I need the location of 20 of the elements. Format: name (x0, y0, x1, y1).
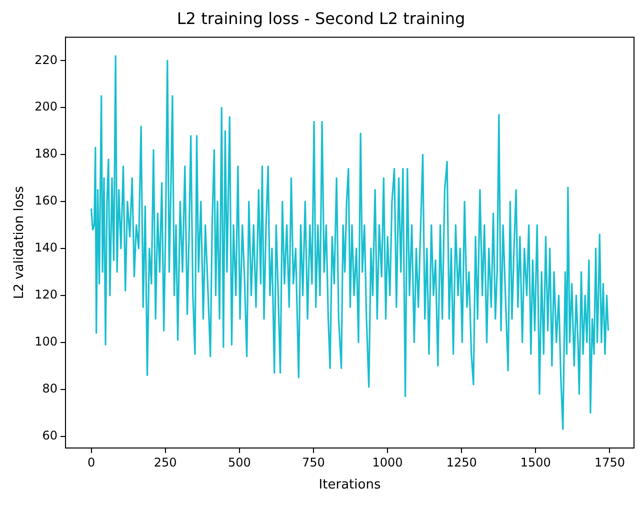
x-axis-title: Iterations (318, 478, 381, 493)
y-tick-label: 80 (42, 381, 58, 396)
y-axis-title: L2 validation loss (12, 186, 28, 300)
y-tick-label: 140 (34, 240, 58, 255)
x-tick-label: 750 (302, 455, 325, 470)
y-tick-label: 220 (34, 52, 58, 67)
y-tick-label: 120 (34, 288, 58, 302)
chart-title: L2 training loss - Second L2 training (176, 8, 466, 28)
y-tick-label: 180 (34, 146, 58, 161)
y-tick-label: 200 (34, 100, 58, 114)
x-tick-label: 250 (154, 455, 177, 470)
x-tick-label: 1500 (520, 455, 551, 470)
y-tick-label: 60 (42, 428, 58, 442)
x-tick-label: 500 (228, 455, 251, 470)
x-tick-label: 0 (87, 455, 96, 470)
x-tick-label: 1750 (594, 455, 625, 470)
x-tick-label: 1000 (372, 455, 403, 470)
x-tick-label: 1250 (446, 455, 477, 470)
y-tick-label: 160 (34, 194, 58, 208)
y-tick-label: 100 (34, 334, 58, 348)
